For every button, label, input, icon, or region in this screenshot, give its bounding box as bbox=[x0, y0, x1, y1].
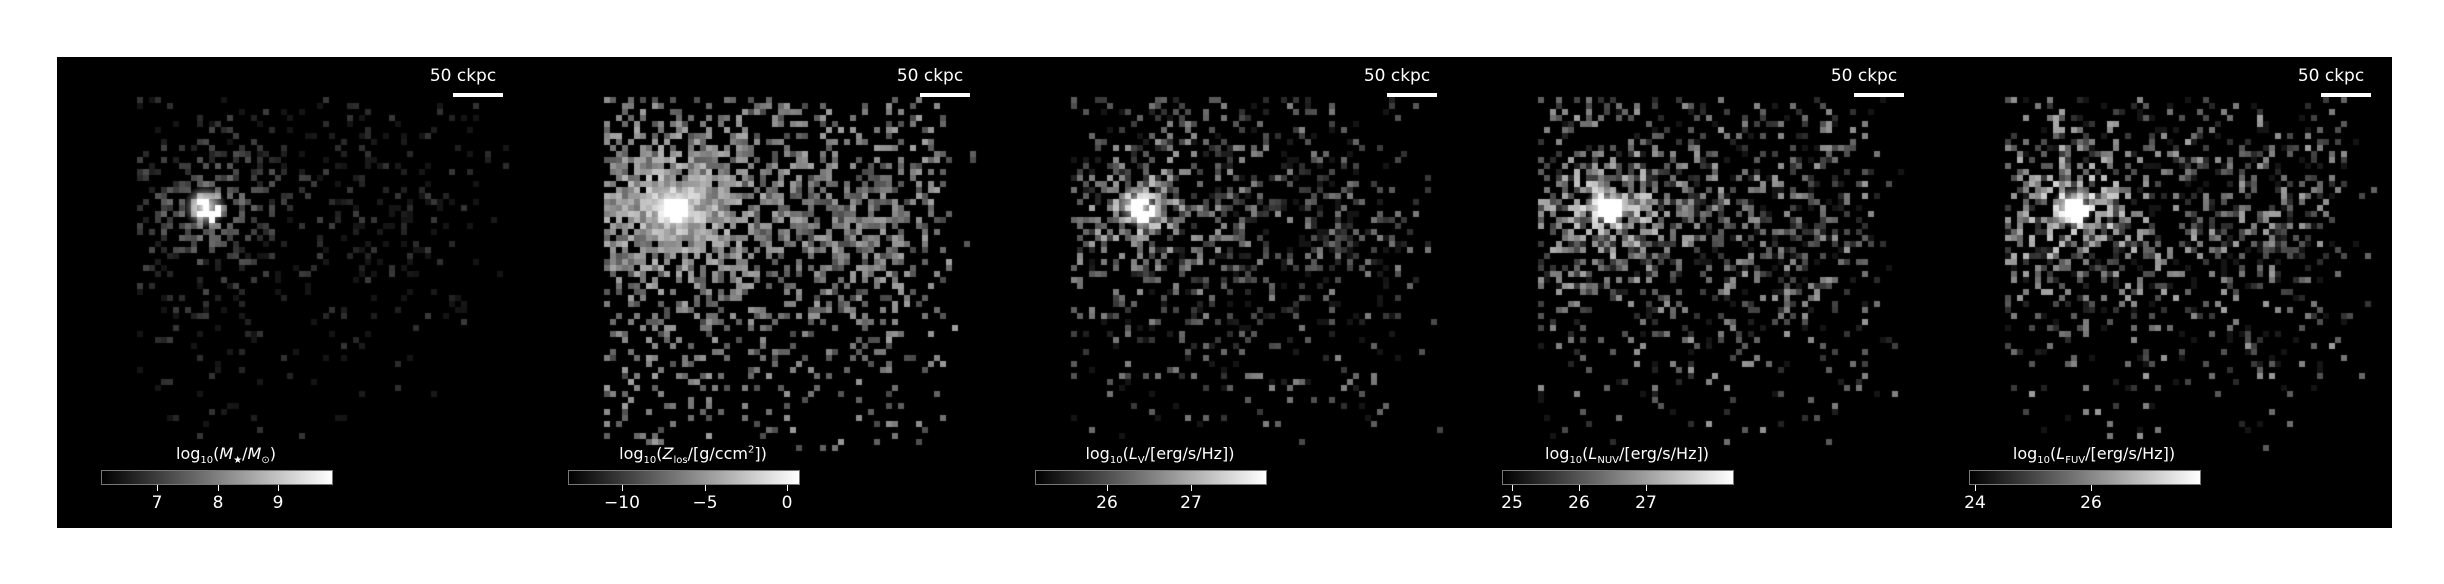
galaxy-map-image bbox=[524, 57, 991, 528]
colorbar-label: log10(LV/[erg/s/Hz]) bbox=[1085, 444, 1235, 467]
panel-fuv-luminosity: 50 ckpc log10(LFUV/[erg/s/Hz]) 24 26 bbox=[1925, 57, 2392, 528]
colorbar-tick bbox=[1107, 485, 1108, 491]
panel-v-band-luminosity: 50 ckpc log10(LV/[erg/s/Hz]) 26 27 bbox=[991, 57, 1458, 528]
colorbar-tick bbox=[705, 485, 706, 491]
colorbar-tick bbox=[1512, 485, 1513, 491]
colorbar-tick-label: 24 bbox=[1964, 493, 1986, 513]
scale-bar bbox=[1387, 93, 1437, 97]
figure: 50 ckpc log10(M★/M⊙) 7 8 9 50 ckpc log10… bbox=[57, 57, 2393, 528]
galaxy-map-image bbox=[1925, 57, 2392, 528]
colorbar-tick bbox=[1191, 485, 1192, 491]
scale-bar-label: 50 ckpc bbox=[429, 66, 497, 86]
panel-nuv-luminosity: 50 ckpc log10(LNUV/[erg/s/Hz]) 25 26 27 bbox=[1458, 57, 1925, 528]
colorbar-tick-label: 27 bbox=[1180, 493, 1202, 513]
scale-bar-label: 50 ckpc bbox=[896, 66, 964, 86]
scale-bar-label: 50 ckpc bbox=[2297, 66, 2365, 86]
colorbar-tick bbox=[1975, 485, 1976, 491]
colorbar bbox=[101, 470, 333, 485]
colorbar-tick-label: 26 bbox=[2080, 493, 2102, 513]
scale-bar-label: 50 ckpc bbox=[1830, 66, 1898, 86]
colorbar-label: log10(LFUV/[erg/s/Hz]) bbox=[2012, 444, 2176, 467]
colorbar-tick-label: 26 bbox=[1568, 493, 1590, 513]
colorbar-label: log10(Zlos/[g/ccm2]) bbox=[619, 444, 767, 467]
colorbar-tick bbox=[218, 485, 219, 491]
colorbar-tick bbox=[278, 485, 279, 491]
colorbar-tick-label: 27 bbox=[1635, 493, 1657, 513]
colorbar bbox=[568, 470, 800, 485]
scale-bar bbox=[2321, 93, 2371, 97]
colorbar-tick-label: 7 bbox=[151, 493, 163, 513]
colorbar-tick bbox=[2091, 485, 2092, 491]
colorbar-tick-label: 26 bbox=[1096, 493, 1118, 513]
panel-metal-column: 50 ckpc log10(Zlos/[g/ccm2]) −10 −5 0 bbox=[524, 57, 991, 528]
galaxy-map-image bbox=[1458, 57, 1925, 528]
colorbar-tick-label: −10 bbox=[604, 493, 640, 513]
colorbar-tick bbox=[157, 485, 158, 491]
scale-bar-label: 50 ckpc bbox=[1363, 66, 1431, 86]
colorbar-tick bbox=[622, 485, 623, 491]
colorbar-label: log10(LNUV/[erg/s/Hz]) bbox=[1545, 444, 1709, 467]
colorbar-tick-label: 8 bbox=[212, 493, 224, 513]
colorbar-tick bbox=[1579, 485, 1580, 491]
scale-bar bbox=[920, 93, 970, 97]
colorbar-label: log10(M★/M⊙) bbox=[176, 444, 276, 467]
colorbar-tick bbox=[787, 485, 788, 491]
colorbar bbox=[1969, 470, 2201, 485]
colorbar bbox=[1502, 470, 1734, 485]
galaxy-map-image bbox=[991, 57, 1458, 528]
colorbar-tick-label: 25 bbox=[1501, 493, 1523, 513]
colorbar-tick bbox=[1646, 485, 1647, 491]
panel-stellar-mass: 50 ckpc log10(M★/M⊙) 7 8 9 bbox=[57, 57, 524, 528]
colorbar bbox=[1035, 470, 1267, 485]
galaxy-map-image bbox=[57, 57, 524, 528]
colorbar-tick-label: 0 bbox=[781, 493, 793, 513]
scale-bar bbox=[1854, 93, 1904, 97]
colorbar-tick-label: 9 bbox=[272, 493, 284, 513]
colorbar-tick-label: −5 bbox=[692, 493, 718, 513]
scale-bar bbox=[453, 93, 503, 97]
